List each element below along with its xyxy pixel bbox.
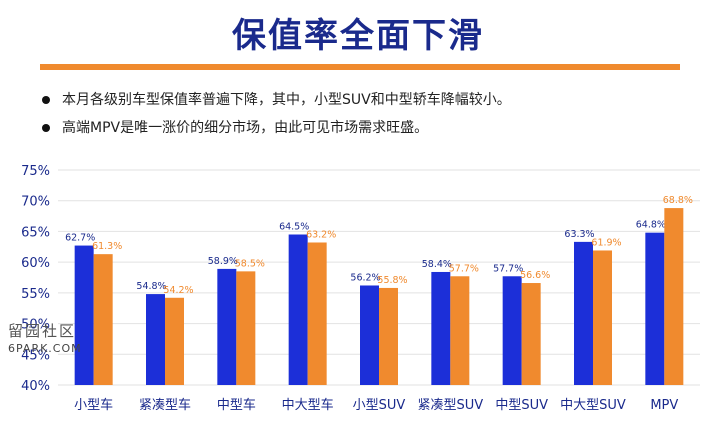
bullet-text: 高端MPV是唯一涨价的细分市场，由此可见市场需求旺盛。: [62, 120, 429, 136]
y-tick-label: 70%: [21, 195, 50, 210]
bullet-item: 高端MPV是唯一涨价的细分市场，由此可见市场需求旺盛。: [40, 114, 690, 142]
x-tick-label: 中大型车: [282, 397, 334, 413]
bullet-list: 本月各级别车型保值率普遍下降，其中，小型SUV和中型轿车降幅较小。 高端MPV是…: [40, 86, 690, 142]
data-label: 64.8%: [636, 220, 666, 231]
page-title: 保值率全面下滑: [232, 16, 484, 56]
bar-series-2: [379, 287, 398, 385]
bullet-dot-icon: [42, 96, 50, 104]
y-tick-label: 40%: [21, 379, 50, 394]
y-tick-label: 75%: [21, 164, 50, 179]
bar-series-1: [574, 241, 593, 385]
title-underline: [40, 64, 680, 70]
bar-series-2: [307, 242, 327, 385]
x-tick-label: 中大型SUV: [560, 398, 626, 413]
data-label: 58.9%: [208, 256, 238, 267]
x-tick-label: 中型SUV: [495, 398, 548, 413]
bar-series-2: [165, 297, 184, 385]
bullet-dot-icon: [42, 124, 50, 132]
bar-series-1: [431, 271, 451, 385]
data-label: 57.7%: [493, 263, 523, 274]
data-label: 56.2%: [350, 272, 380, 283]
x-tick-label: 中型车: [217, 397, 256, 413]
x-tick-label: MPV: [650, 398, 678, 413]
data-label: 54.2%: [163, 285, 193, 296]
data-label: 68.8%: [663, 195, 693, 206]
data-label: 55.8%: [377, 275, 407, 286]
data-label: 64.5%: [279, 222, 309, 233]
bar-series-1: [217, 268, 237, 385]
bullet-item: 本月各级别车型保值率普遍下降，其中，小型SUV和中型轿车降幅较小。: [40, 86, 690, 114]
bar-series-1: [74, 245, 94, 385]
data-label: 58.5%: [235, 258, 265, 269]
data-label: 54.8%: [136, 281, 166, 292]
bar-series-2: [236, 271, 256, 385]
y-tick-label: 55%: [21, 287, 50, 302]
bar-series-1: [146, 294, 165, 385]
data-label: 63.3%: [564, 229, 594, 240]
data-label: 63.2%: [306, 229, 336, 240]
bar-series-1: [645, 232, 665, 385]
bullet-text: 本月各级别车型保值率普遍下降，其中，小型SUV和中型轿车降幅较小。: [62, 92, 511, 108]
data-label: 61.9%: [591, 237, 621, 248]
bar-series-2: [450, 276, 470, 385]
y-tick-label: 50%: [21, 318, 50, 333]
data-label: 58.4%: [422, 259, 452, 270]
data-label: 61.3%: [92, 241, 122, 252]
bar-series-2: [664, 208, 684, 385]
x-tick-label: 紧凑型车: [139, 397, 191, 413]
bar-series-1: [502, 276, 522, 385]
watermark-en: 6PARK.COM: [8, 342, 82, 355]
y-tick-label: 45%: [21, 348, 50, 363]
data-label: 62.7%: [65, 233, 95, 244]
bar-series-1: [360, 285, 379, 385]
bar-chart: 40% 45% 50% 55% 60% 65% 70% 75% 62.7%61.3% 小型车 54.…: [21, 164, 700, 413]
bar-series-2: [93, 254, 113, 385]
watermark-cn: 留园社区: [8, 322, 77, 340]
y-tick-label: 65%: [21, 225, 50, 240]
bar-series-1: [288, 234, 308, 385]
x-tick-label: 小型车: [74, 397, 113, 413]
y-tick-label: 60%: [21, 256, 50, 271]
watermark: 留园社区 6PARK.COM: [8, 322, 82, 358]
x-tick-label: 小型SUV: [353, 398, 406, 413]
bar-series-2: [593, 250, 612, 385]
data-label: 57.7%: [449, 263, 479, 274]
data-label: 56.6%: [520, 270, 550, 281]
x-tick-label: 紧凑型SUV: [417, 398, 483, 413]
bar-series-2: [521, 283, 541, 385]
